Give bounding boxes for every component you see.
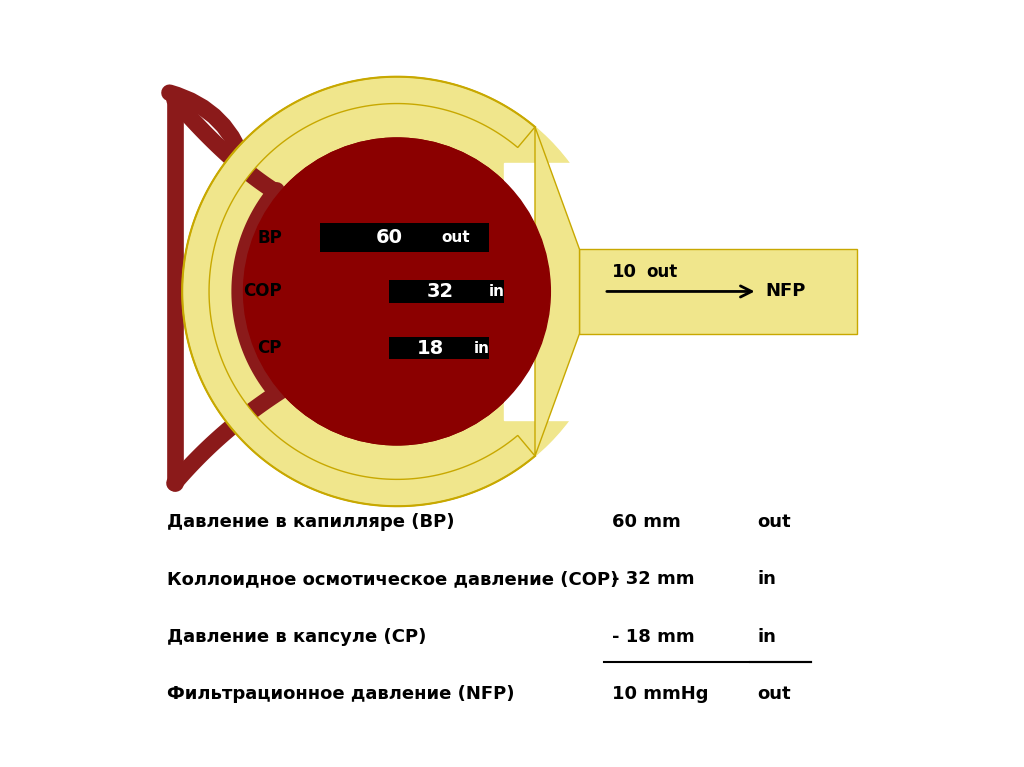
Text: COP: COP — [244, 282, 282, 301]
Text: 60: 60 — [376, 229, 402, 247]
Text: 18: 18 — [417, 339, 444, 357]
PathPatch shape — [182, 77, 535, 506]
Text: BP: BP — [257, 229, 282, 247]
Text: in: in — [488, 284, 505, 299]
Polygon shape — [505, 163, 719, 420]
Text: out: out — [441, 230, 470, 245]
Circle shape — [182, 77, 611, 506]
FancyBboxPatch shape — [389, 280, 505, 303]
Text: Давление в капилляре (BP): Давление в капилляре (BP) — [167, 512, 455, 531]
Text: - 32 mm: - 32 mm — [611, 570, 694, 588]
FancyBboxPatch shape — [389, 337, 489, 359]
Text: out: out — [646, 263, 678, 281]
Text: NFP: NFP — [765, 282, 806, 301]
Text: Фильтрационное давление (NFP): Фильтрационное давление (NFP) — [167, 685, 514, 703]
Text: in: in — [473, 341, 489, 356]
Text: - 18 mm: - 18 mm — [611, 627, 694, 646]
Text: out: out — [758, 685, 792, 703]
Polygon shape — [535, 127, 580, 456]
Text: 60 mm: 60 mm — [611, 512, 681, 531]
Circle shape — [244, 138, 550, 445]
Text: out: out — [758, 512, 792, 531]
Circle shape — [244, 138, 550, 445]
FancyBboxPatch shape — [321, 223, 489, 252]
Text: CP: CP — [257, 339, 282, 357]
Text: in: in — [758, 570, 776, 588]
Text: 10 mmHg: 10 mmHg — [611, 685, 709, 703]
Text: Давление в капсуле (CP): Давление в капсуле (CP) — [167, 627, 426, 646]
Text: 32: 32 — [426, 282, 454, 301]
Text: 10: 10 — [611, 263, 637, 281]
Polygon shape — [580, 249, 857, 334]
Text: in: in — [758, 627, 776, 646]
Text: Коллоидное осмотическое давление (COP): Коллоидное осмотическое давление (COP) — [167, 570, 618, 588]
